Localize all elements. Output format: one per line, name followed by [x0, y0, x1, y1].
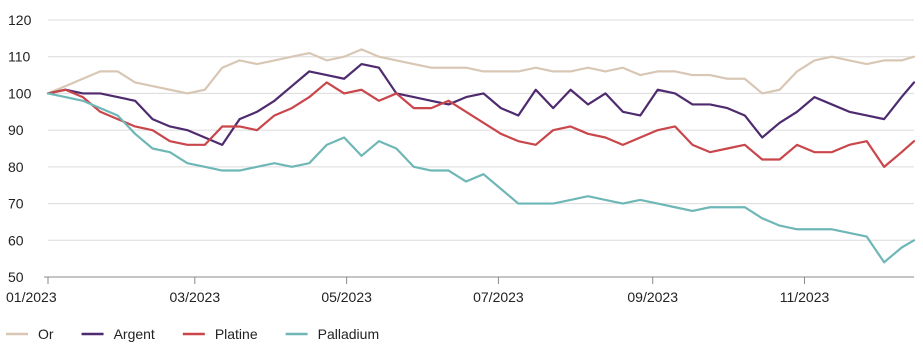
y-tick-label-80: 80: [8, 159, 24, 175]
y-tick-label-60: 60: [8, 232, 24, 248]
x-tick-label-3: 07/2023: [473, 289, 524, 305]
gridlines: [48, 19, 914, 241]
series-line-palladium: [46, 92, 916, 264]
legend-label-or: Or: [38, 326, 54, 342]
series-line-argent: [46, 62, 916, 146]
series-line-or: [46, 48, 916, 95]
y-tick-label-110: 110: [8, 49, 31, 65]
y-tick-label-120: 120: [8, 12, 32, 28]
series-lines: [46, 48, 916, 264]
y-tick-label-50: 50: [8, 269, 24, 285]
y-tick-label-70: 70: [8, 196, 24, 212]
x-tick-label-4: 09/2023: [627, 289, 678, 305]
legend-label-palladium: Palladium: [318, 326, 379, 342]
x-tick-label-2: 05/2023: [321, 289, 372, 305]
y-tick-label-90: 90: [8, 122, 24, 138]
x-tick-label-0: 01/2023: [6, 289, 57, 305]
y-tick-label-100: 100: [8, 85, 32, 101]
series-line-platine: [46, 81, 916, 168]
x-tick-label-5: 11/2023: [780, 289, 830, 305]
legend-label-argent: Argent: [114, 326, 155, 342]
x-tick-label-1: 03/2023: [170, 289, 221, 305]
legend-label-platine: Platine: [215, 326, 258, 342]
axes: 50 60 70 80 90 100 110 120 01/2023 03/2023 05/2023…: [6, 12, 914, 305]
legend: Or Argent Platine Palladium: [6, 326, 379, 342]
